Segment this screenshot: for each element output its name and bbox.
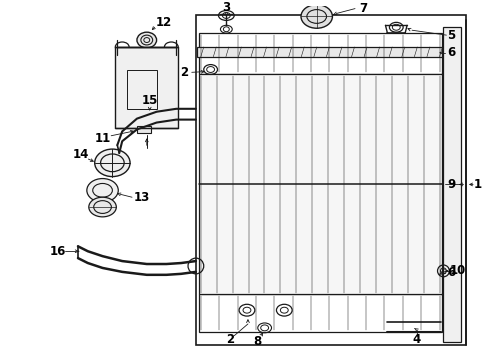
Ellipse shape	[301, 5, 332, 28]
Ellipse shape	[89, 197, 116, 217]
Text: 15: 15	[142, 94, 158, 107]
Ellipse shape	[87, 179, 118, 202]
Text: 8: 8	[254, 335, 262, 348]
Bar	[115, 47, 178, 129]
Bar	[137, 126, 151, 133]
Text: 6: 6	[447, 46, 455, 59]
Bar	[199, 75, 442, 294]
Ellipse shape	[95, 149, 130, 177]
Text: 5: 5	[447, 29, 455, 42]
Text: 13: 13	[134, 191, 150, 204]
Text: 14: 14	[73, 148, 89, 162]
Text: 2: 2	[180, 66, 188, 79]
Bar	[199, 33, 442, 75]
Bar	[196, 15, 466, 345]
Bar	[197, 47, 442, 57]
Bar	[199, 294, 442, 332]
Bar	[443, 27, 461, 342]
Text: 16: 16	[50, 245, 67, 258]
Text: 12: 12	[155, 16, 172, 29]
Text: 10: 10	[450, 264, 466, 278]
Text: 1: 1	[474, 178, 482, 191]
Text: 9: 9	[447, 178, 455, 191]
Text: 2: 2	[226, 333, 234, 346]
Text: 11: 11	[95, 132, 111, 145]
Bar	[127, 69, 157, 109]
Ellipse shape	[137, 32, 157, 48]
Text: 7: 7	[359, 2, 367, 15]
Text: 4: 4	[413, 333, 421, 346]
Text: 6: 6	[447, 266, 455, 279]
Text: 3: 3	[222, 1, 230, 14]
